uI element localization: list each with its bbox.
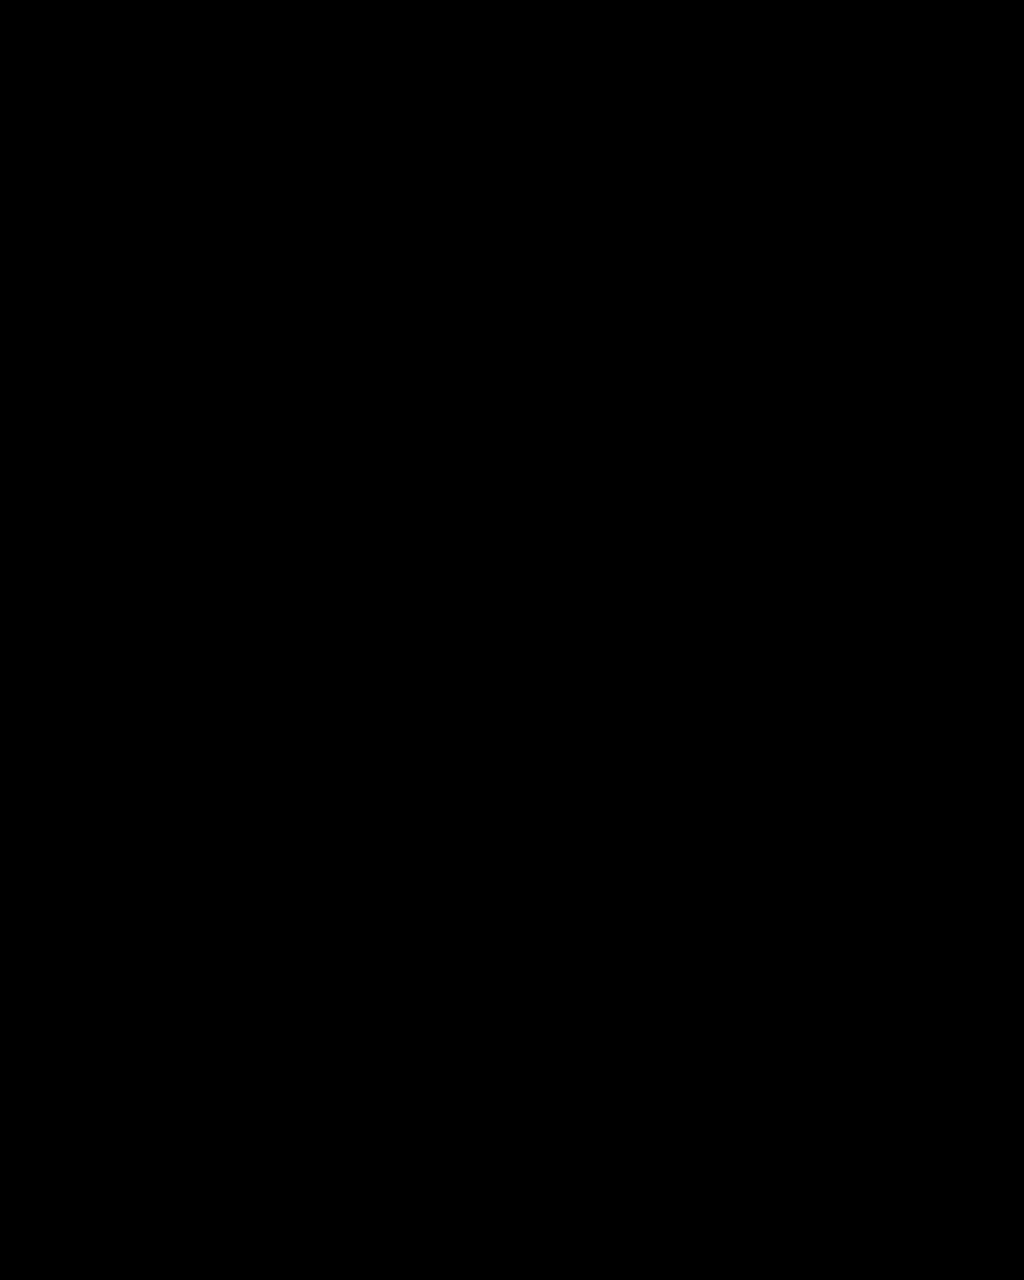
meteogram-figure <box>0 0 1024 1280</box>
